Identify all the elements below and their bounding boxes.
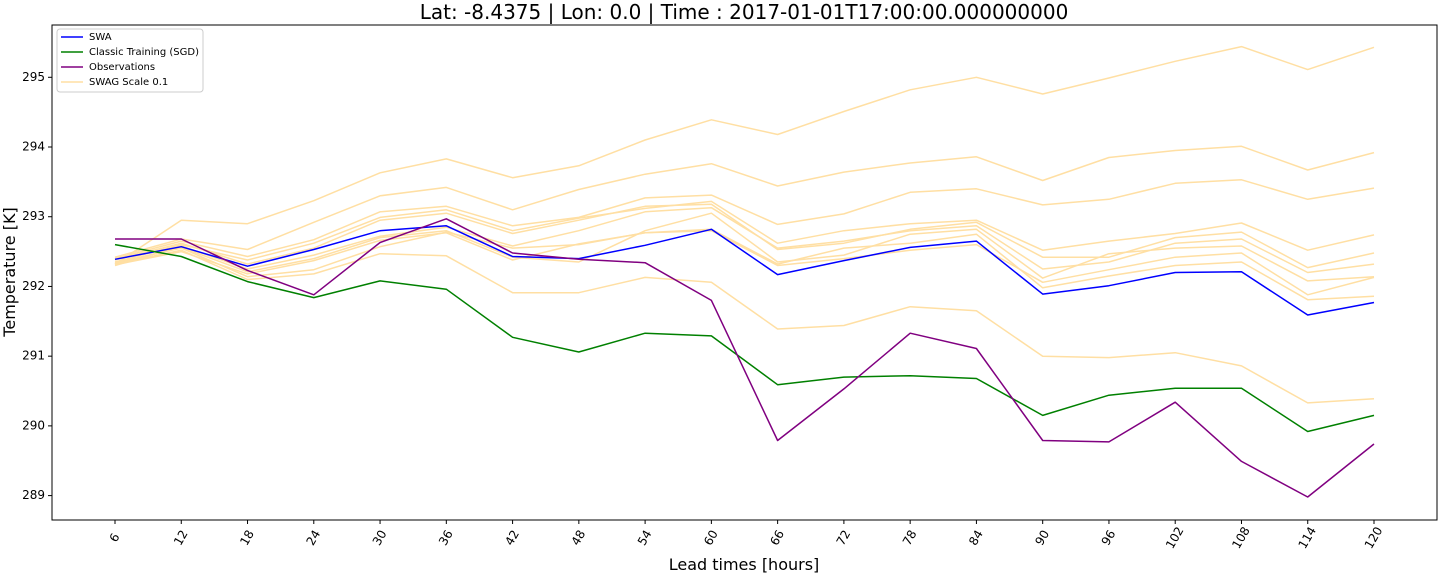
y-tick-label: 293 bbox=[22, 209, 45, 223]
y-axis: 289 290 291 292 293 294 295 bbox=[22, 70, 52, 502]
x-tick-label: 72 bbox=[834, 528, 854, 548]
x-tick-label: 30 bbox=[370, 528, 390, 548]
series-line-swag-sample-2 bbox=[114, 179, 1375, 260]
y-tick-label: 289 bbox=[22, 488, 45, 502]
plot-area bbox=[51, 24, 1438, 521]
series-line-swag-sample-6 bbox=[114, 212, 1375, 282]
series-line-observations-12 bbox=[115, 218, 1375, 498]
y-axis-label: Temperature [K] bbox=[0, 207, 19, 337]
y-tick-label: 292 bbox=[22, 279, 45, 293]
x-tick-label: 108 bbox=[1229, 524, 1253, 551]
x-tick-label: 6 bbox=[107, 531, 123, 545]
x-tick-label: 90 bbox=[1032, 528, 1052, 548]
y-tick-label: 290 bbox=[22, 418, 45, 432]
x-tick-label: 120 bbox=[1362, 524, 1386, 551]
x-tick-label: 18 bbox=[237, 528, 257, 548]
x-tick-label: 54 bbox=[635, 528, 655, 548]
series-line-swag-sample-8 bbox=[114, 228, 1375, 301]
legend: SWA Classic Training (SGD) Observations SWA… bbox=[56, 28, 204, 93]
series-line-classic-training-sgd-11 bbox=[114, 243, 1375, 433]
chart-title: Lat: -8.4375 | Lon: 0.0 | Time : 2017-01… bbox=[420, 0, 1069, 24]
y-tick-label: 291 bbox=[22, 349, 45, 363]
series-line-swag-scale-0-1-0 bbox=[114, 45, 1375, 265]
legend-label-swa: SWA bbox=[89, 32, 112, 43]
legend-box bbox=[56, 28, 204, 93]
x-tick-label: 24 bbox=[303, 528, 323, 548]
y-tick-label: 294 bbox=[22, 140, 45, 154]
x-tick-label: 36 bbox=[436, 528, 456, 548]
x-tick-label: 78 bbox=[900, 528, 920, 548]
series-line-swa-10 bbox=[114, 225, 1375, 316]
legend-label-observations: Observations bbox=[89, 62, 155, 73]
legend-label-swag-scale-0-1: SWAG Scale 0.1 bbox=[89, 77, 168, 88]
x-tick-label: 12 bbox=[171, 528, 191, 548]
plot-frame bbox=[51, 24, 1438, 521]
x-axis: 6 12 18 24 30 36 42 48 54 60 66 72 78 84 90 96 102 108 114… bbox=[107, 520, 1386, 551]
x-tick-label: 84 bbox=[966, 528, 986, 548]
series-line-swag-sample-7 bbox=[114, 229, 1375, 296]
legend-label-classic-training-sgd: Classic Training (SGD) bbox=[89, 47, 199, 58]
x-tick-label: 102 bbox=[1163, 524, 1187, 551]
x-tick-label: 60 bbox=[701, 528, 721, 548]
x-tick-label: 42 bbox=[502, 528, 522, 548]
series-line-swag-sample-9 bbox=[114, 249, 1375, 404]
y-tick-label: 295 bbox=[22, 70, 45, 84]
x-tick-label: 48 bbox=[569, 528, 589, 548]
x-tick-label: 66 bbox=[767, 528, 787, 548]
x-axis-label: Lead times [hours] bbox=[669, 555, 820, 574]
series-layer bbox=[114, 45, 1375, 498]
series-line-swag-sample-1 bbox=[114, 145, 1375, 258]
x-tick-label: 96 bbox=[1099, 528, 1119, 548]
series-line-swag-sample-5 bbox=[114, 206, 1375, 274]
x-tick-label: 114 bbox=[1296, 524, 1320, 551]
series-line-swag-sample-4 bbox=[114, 203, 1375, 269]
series-line-swag-sample-3 bbox=[114, 200, 1375, 263]
